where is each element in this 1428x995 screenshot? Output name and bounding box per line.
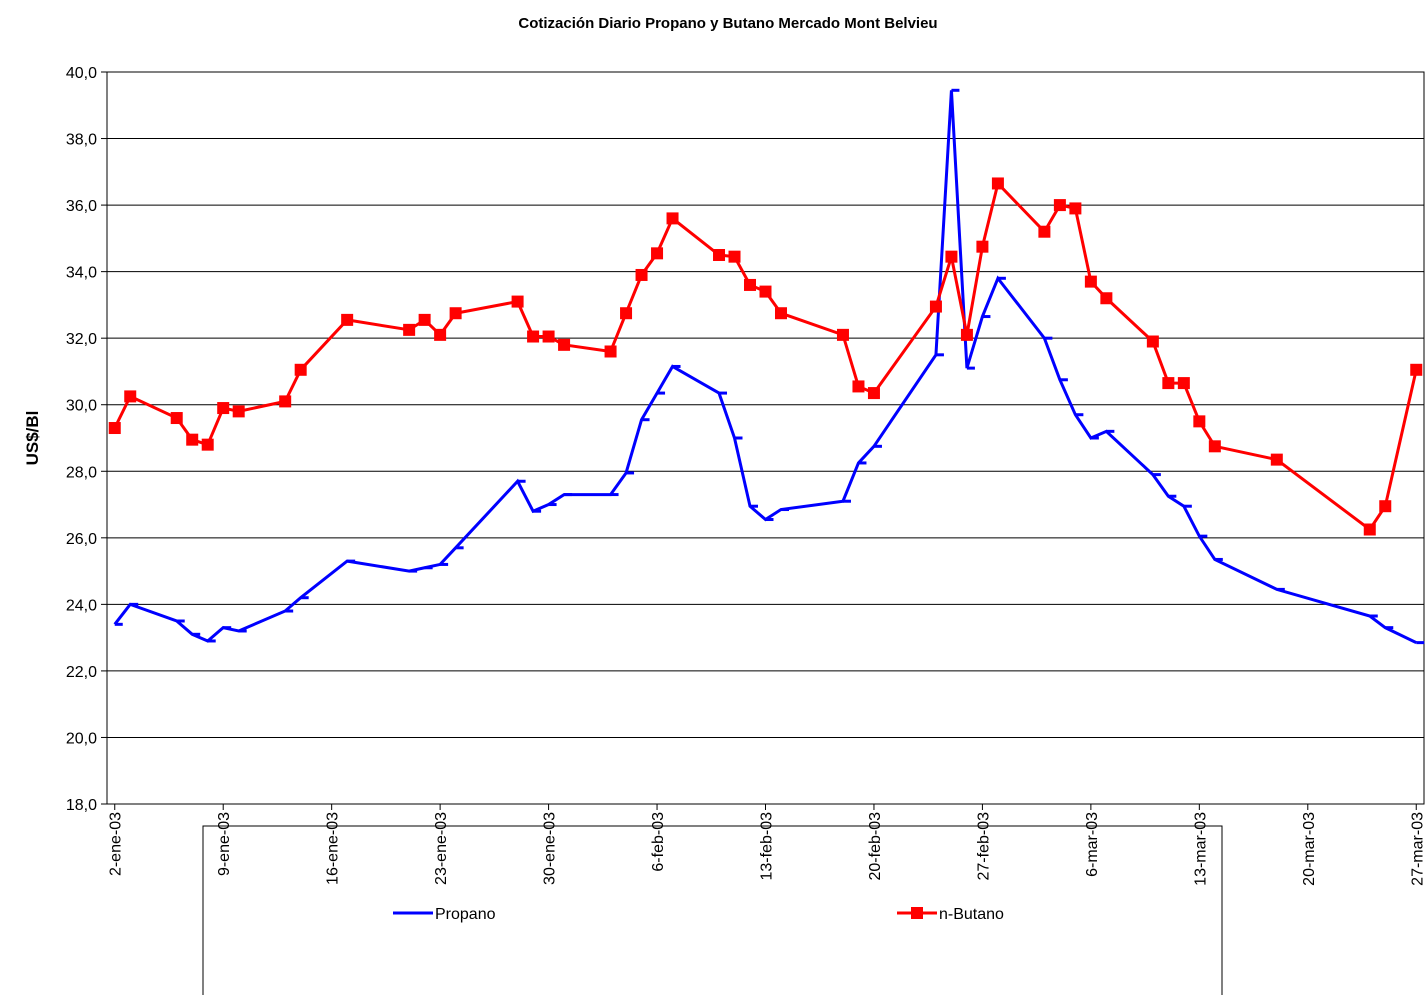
x-tick-label: 9-ene-03 xyxy=(216,812,233,876)
x-tick-label: 13-mar-03 xyxy=(1192,812,1209,886)
y-tick-label: 22,0 xyxy=(66,664,97,681)
series-line xyxy=(113,90,1417,644)
point xyxy=(232,405,245,418)
point xyxy=(403,323,416,336)
x-tick-label: 6-feb-03 xyxy=(650,812,667,872)
legend-label: Propano xyxy=(435,906,496,923)
point xyxy=(1379,500,1392,513)
point xyxy=(1038,225,1051,238)
legend-marker xyxy=(911,907,923,919)
point xyxy=(620,307,633,320)
point xyxy=(449,307,462,320)
point xyxy=(108,422,121,435)
point xyxy=(929,300,942,313)
point xyxy=(1053,199,1066,212)
point xyxy=(1146,335,1159,348)
point xyxy=(759,285,772,298)
y-tick-label: 30,0 xyxy=(66,398,97,415)
point xyxy=(744,278,757,291)
point xyxy=(728,250,741,263)
point xyxy=(635,268,648,281)
point xyxy=(341,313,354,326)
y-tick-label: 40,0 xyxy=(66,65,97,82)
x-tick-label: 23-ene-03 xyxy=(433,812,450,885)
x-tick-label: 13-feb-03 xyxy=(759,812,776,881)
x-tick-label: 20-mar-03 xyxy=(1301,812,1318,886)
point xyxy=(434,328,447,341)
point xyxy=(774,307,787,320)
point xyxy=(867,387,880,400)
point xyxy=(558,338,571,351)
point xyxy=(713,249,726,261)
point xyxy=(294,363,307,376)
point xyxy=(279,395,292,408)
x-tick-label: 27-feb-03 xyxy=(975,812,992,881)
point xyxy=(651,247,664,260)
x-tick-label: 2-ene-03 xyxy=(108,812,125,876)
point xyxy=(604,345,617,358)
point xyxy=(991,177,1004,190)
point xyxy=(836,328,849,341)
x-tick-label: 30-ene-03 xyxy=(542,812,559,885)
point xyxy=(418,313,431,326)
y-tick-label: 18,0 xyxy=(66,797,97,814)
point xyxy=(852,380,865,393)
point xyxy=(1069,202,1082,215)
point xyxy=(666,212,679,225)
y-tick-label: 20,0 xyxy=(66,730,97,747)
point xyxy=(186,433,199,446)
y-tick-label: 28,0 xyxy=(66,464,97,481)
point xyxy=(1177,377,1190,390)
point xyxy=(1363,523,1376,536)
y-tick-label: 36,0 xyxy=(66,198,97,215)
point xyxy=(542,330,555,343)
point xyxy=(170,412,183,425)
y-tick-label: 38,0 xyxy=(66,132,97,149)
y-axis-label: US$/Bl xyxy=(23,411,42,466)
y-tick-label: 24,0 xyxy=(66,597,97,614)
chart-title: Cotización Diario Propano y Butano Merca… xyxy=(518,15,937,32)
point xyxy=(511,295,524,308)
point xyxy=(217,402,230,415)
point xyxy=(1162,377,1175,390)
point xyxy=(1100,292,1113,305)
point xyxy=(1208,440,1221,453)
point xyxy=(527,330,540,343)
point xyxy=(1410,363,1423,376)
point xyxy=(1193,415,1206,428)
legend-label: n-Butano xyxy=(939,906,1004,923)
y-tick-label: 34,0 xyxy=(66,265,97,282)
legend-box xyxy=(202,825,1223,995)
point xyxy=(1270,453,1283,466)
y-tick-label: 26,0 xyxy=(66,531,97,548)
x-tick-label: 20-feb-03 xyxy=(867,812,884,881)
point xyxy=(976,240,989,253)
point xyxy=(1084,275,1097,288)
x-tick-label: 6-mar-03 xyxy=(1084,812,1101,877)
point xyxy=(124,390,137,403)
point xyxy=(945,250,958,263)
y-tick-label: 32,0 xyxy=(66,331,97,348)
x-tick-label: 27-mar-03 xyxy=(1409,812,1426,886)
point xyxy=(201,438,214,451)
point xyxy=(960,328,973,341)
series-line xyxy=(113,180,1418,532)
x-tick-label: 16-ene-03 xyxy=(325,812,342,885)
plot-frame xyxy=(106,71,1425,805)
